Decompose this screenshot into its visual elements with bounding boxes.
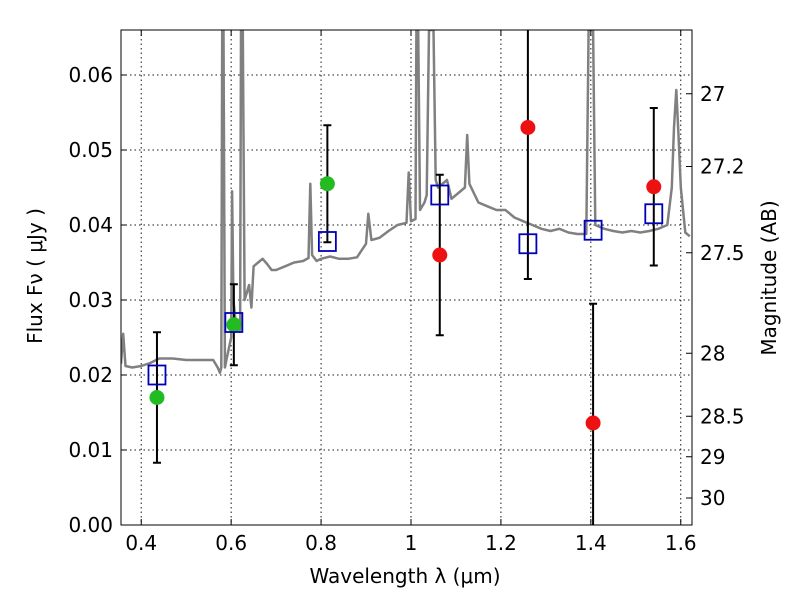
x-axis-label: Wavelength λ (μm) [309, 564, 500, 588]
y-tick-label: 0.05 [68, 138, 113, 162]
data-point-circle [226, 317, 242, 333]
x-tick-label: 0.4 [125, 531, 157, 555]
data-point-circle [432, 247, 448, 263]
magnitude-tick-label: 27.2 [700, 155, 745, 179]
model-spectrum-line [121, 30, 691, 375]
x-tick-label: 1.4 [575, 531, 607, 555]
data-point-circle [149, 390, 165, 405]
magnitude-tick-label: 27.5 [700, 241, 745, 265]
plot-frame [120, 29, 693, 526]
magnitude-tick-label: 29 [700, 445, 725, 469]
data-point-circle [319, 176, 335, 192]
magnitude-tick-label: 28.5 [700, 404, 745, 428]
y-tick-label: 0.04 [68, 213, 113, 237]
x-tick-label: 0.6 [215, 531, 247, 555]
data-point-square [317, 231, 337, 252]
magnitude-tick-label: 28 [700, 341, 725, 365]
data-point-circle [646, 179, 662, 195]
data-point-square [430, 184, 450, 206]
x-tick-label: 1.6 [665, 531, 697, 555]
model-spectrum [121, 30, 691, 375]
y-tick-label: 0.02 [68, 363, 113, 387]
data-points [147, 30, 664, 525]
axis-ticks: 0.4 0.6 0.8 1 1.2 1.4 1.6 0.00 0.01 0.02 0.03 0.04 0… [68, 30, 745, 555]
y-tick-label: 0.06 [68, 63, 113, 87]
data-point-square [644, 203, 664, 225]
magnitude-tick-label: 30 [700, 486, 725, 510]
data-point-square [224, 312, 244, 333]
y-tick-label: 0.00 [68, 513, 113, 537]
data-point-circle [585, 415, 601, 431]
magnitude-tick-label: 27 [700, 82, 725, 106]
y-tick-label: 0.03 [68, 288, 113, 312]
y-axis-right-label: Magnitude (AB) [757, 200, 781, 355]
data-point-square [583, 219, 603, 241]
x-tick-label: 1 [405, 531, 418, 555]
y-tick-label: 0.01 [68, 438, 113, 462]
data-point-square [147, 364, 167, 386]
x-tick-label: 1.2 [485, 531, 517, 555]
grid [121, 30, 692, 526]
x-tick-label: 0.8 [305, 531, 337, 555]
data-point-circle [520, 120, 536, 135]
y-axis-label: Flux Fν ( μJy ) [23, 208, 47, 344]
data-point-square [518, 233, 538, 255]
